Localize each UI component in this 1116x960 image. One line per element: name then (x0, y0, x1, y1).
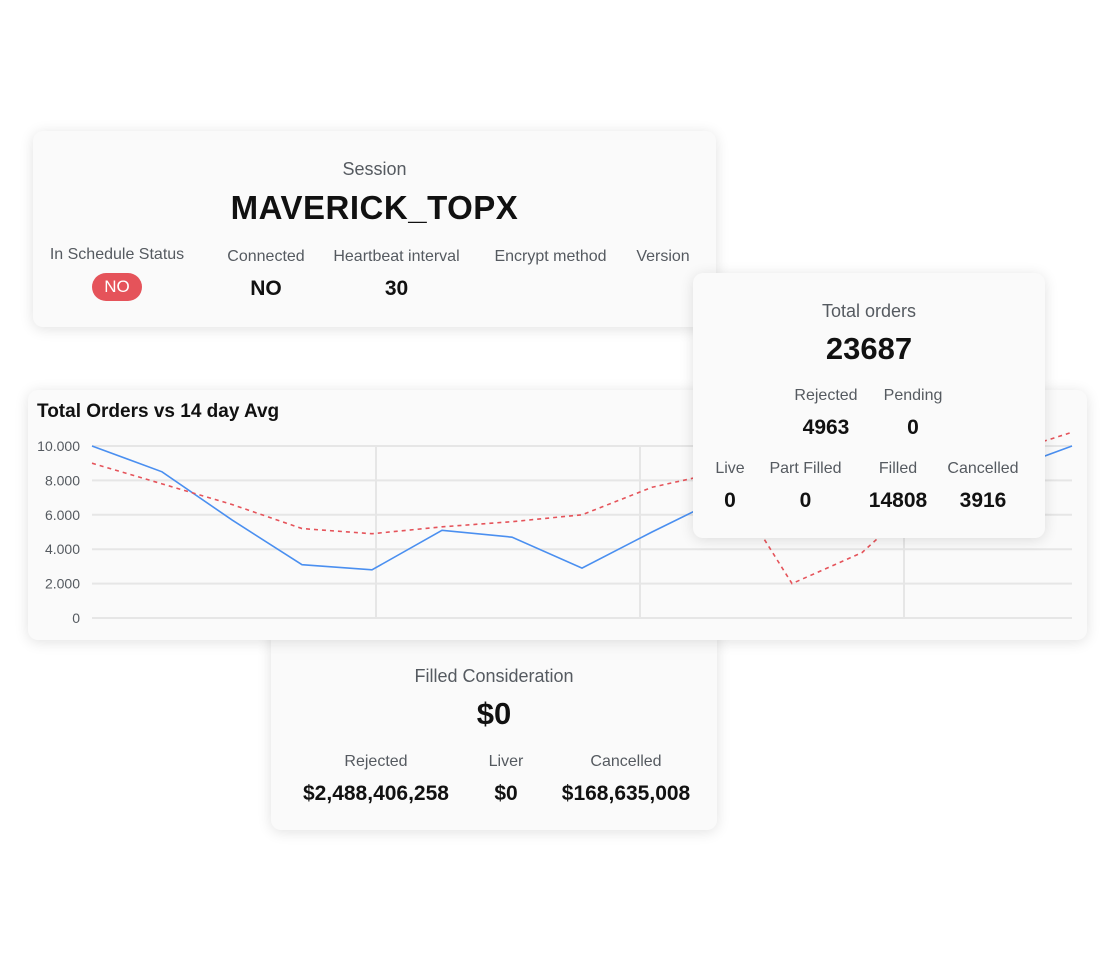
y-tick-label: 4.000 (45, 541, 80, 557)
filled-value: 14808 (868, 489, 928, 512)
filled-total: $0 (476, 696, 512, 731)
y-tick-label: 10.000 (37, 438, 80, 454)
live-value: 0 (724, 489, 736, 512)
cancelled-value: 3916 (959, 489, 1007, 512)
field-label: Version (636, 248, 690, 265)
session-card: Session MAVERICK_TOPX In Schedule Status… (33, 131, 716, 327)
field-label: In Schedule Status (49, 246, 185, 263)
stat-label: Liver (488, 753, 524, 770)
stat-label: Part Filled (769, 460, 842, 477)
orders-total: 23687 (825, 331, 913, 366)
heartbeat-value: 30 (384, 277, 409, 300)
y-tick-label: 2.000 (45, 576, 80, 592)
session-name: MAVERICK_TOPX (230, 189, 519, 226)
stat-label: Filled (878, 460, 918, 477)
cancelled-consideration: $168,635,008 (561, 782, 691, 805)
rejected-consideration: $2,488,406,258 (303, 782, 449, 805)
connected-value: NO (250, 277, 282, 300)
pending-value: 0 (907, 416, 919, 439)
stat-label: Live (715, 460, 745, 477)
stat-label: Cancelled (590, 753, 662, 770)
status-badge: NO (92, 273, 142, 301)
filled-consideration-card: Filled Consideration $0 Rejected $2,488,… (271, 620, 717, 830)
stat-label: Cancelled (947, 460, 1019, 477)
part-filled-value: 0 (799, 489, 812, 512)
y-tick-label: 6.000 (45, 507, 80, 523)
stat-label: Pending (883, 387, 943, 404)
series-line-1 (91, 431, 1073, 585)
y-tick-label: 0 (72, 610, 80, 626)
chart-title: Total Orders vs 14 day Avg (37, 401, 280, 422)
liver-consideration: $0 (494, 782, 518, 805)
session-label: Session (342, 159, 407, 179)
total-orders-card: Total orders 23687 Rejected 4963 Pending… (693, 273, 1045, 538)
orders-label: Total orders (821, 301, 917, 321)
filled-label: Filled Consideration (414, 666, 574, 686)
field-label: Encrypt method (494, 248, 607, 265)
stat-label: Rejected (344, 753, 408, 770)
field-label: Heartbeat interval (333, 248, 460, 265)
rejected-value: 4963 (802, 416, 850, 439)
y-tick-label: 8.000 (45, 472, 80, 488)
stat-label: Rejected (794, 387, 858, 404)
field-label: Connected (227, 248, 305, 265)
